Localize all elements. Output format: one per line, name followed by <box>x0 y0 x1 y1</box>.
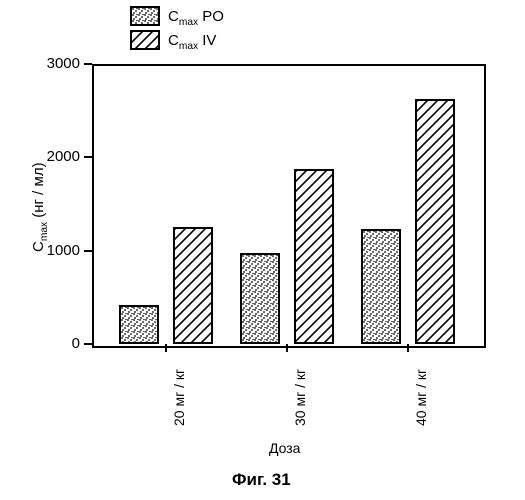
legend-label-po: Cmax PO <box>168 8 224 25</box>
figure-caption: Фиг. 31 <box>232 470 291 490</box>
legend-swatch-hatch <box>130 30 160 50</box>
y-tick <box>84 63 92 65</box>
y-tick <box>84 250 92 252</box>
legend-item-po: Cmax PO <box>130 6 224 26</box>
bar-po <box>119 305 159 344</box>
x-tick <box>286 344 288 352</box>
x-tick <box>407 344 409 352</box>
bar-po <box>361 229 401 344</box>
legend-label-iv: Cmax IV <box>168 32 216 49</box>
bar-iv <box>415 99 455 344</box>
bar-iv <box>294 169 334 344</box>
y-tick <box>84 156 92 158</box>
x-tick-label: 20 мг / кг <box>171 369 187 426</box>
y-tick-label: 0 <box>0 335 80 352</box>
figure: { "chart": { "type": "bar", "plot": {"le… <box>0 0 525 500</box>
x-axis-title: Доза <box>269 440 300 456</box>
bar-po <box>240 253 280 344</box>
legend-swatch-speckle <box>130 6 160 26</box>
x-tick-label: 40 мг / кг <box>413 369 429 426</box>
x-tick <box>165 344 167 352</box>
y-axis-title: Cmax (нг / мл) <box>30 162 47 252</box>
x-tick-label: 30 мг / кг <box>292 369 308 426</box>
bar-iv <box>173 227 213 344</box>
y-tick <box>84 343 92 345</box>
legend-item-iv: Cmax IV <box>130 30 216 50</box>
y-tick-label: 3000 <box>0 55 80 72</box>
